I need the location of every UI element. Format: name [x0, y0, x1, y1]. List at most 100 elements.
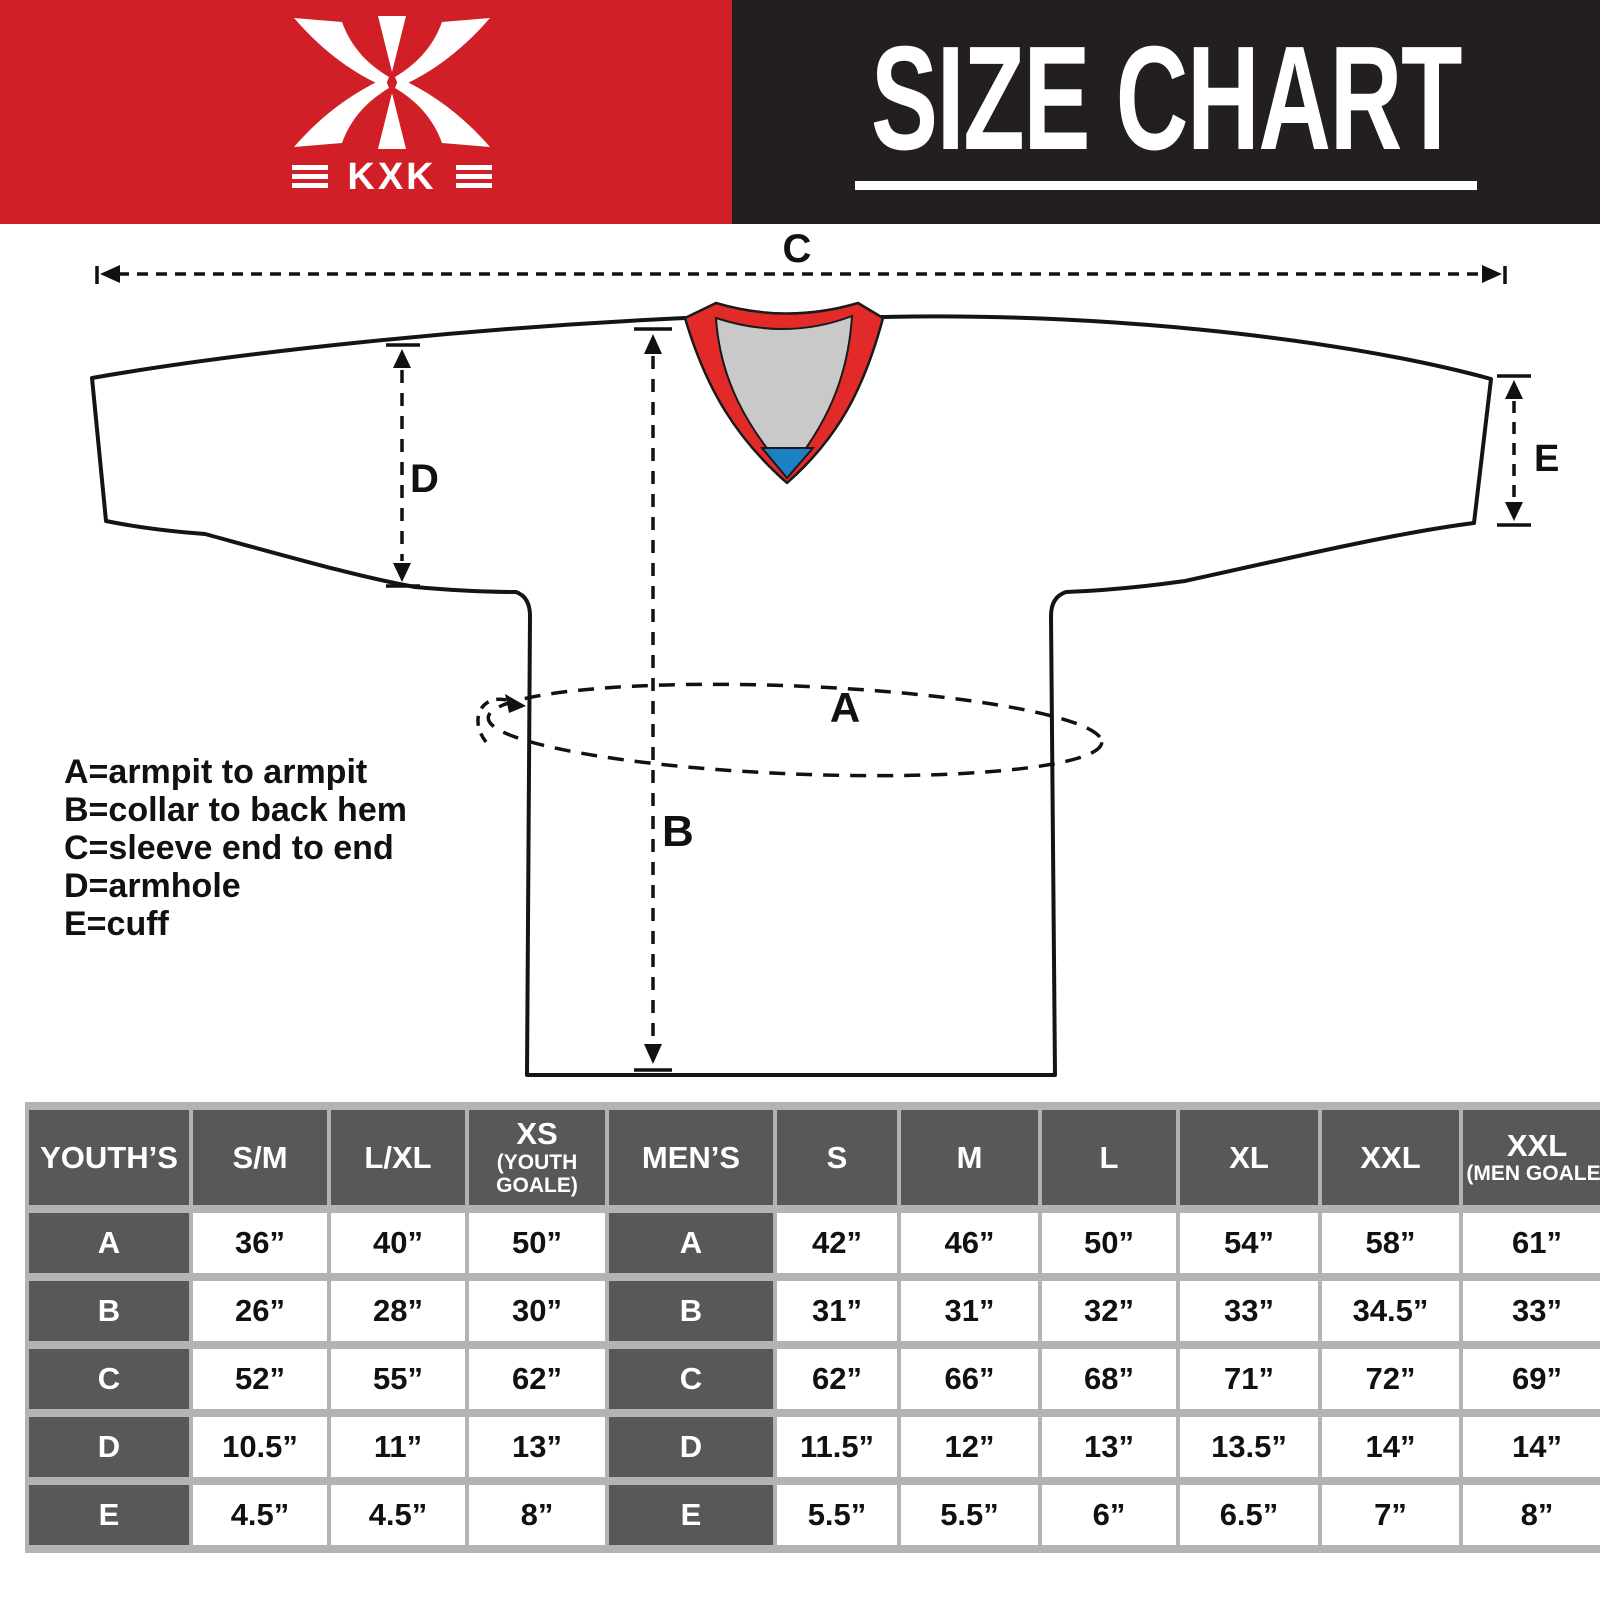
- cell-value: 14”: [1322, 1417, 1459, 1477]
- label-d: D: [410, 457, 439, 501]
- size-table: YOUTH’S S/M L/XL XS (YOUTH GOALE) MEN’S …: [25, 1102, 1600, 1553]
- row-label-men: E: [609, 1485, 773, 1545]
- cell-value: 34.5”: [1322, 1281, 1459, 1341]
- col-header-label: L: [1099, 1139, 1119, 1175]
- col-header-label: XXL: [1506, 1127, 1568, 1163]
- table-row: B 26” 28” 30” B 31” 31” 32” 33” 34.5” 33…: [29, 1281, 1600, 1341]
- cell-value: 68”: [1042, 1349, 1176, 1409]
- cell-value: 69”: [1463, 1349, 1600, 1409]
- table-header-row: YOUTH’S S/M L/XL XS (YOUTH GOALE) MEN’S …: [29, 1110, 1600, 1205]
- cell-value: 8”: [1463, 1485, 1600, 1545]
- collar-inner-gray: [714, 314, 854, 475]
- page-header: KXK SIZE CHART: [0, 0, 1600, 224]
- cell-value: 52”: [193, 1349, 327, 1409]
- cell-value: 4.5”: [331, 1485, 465, 1545]
- cell-value: 10.5”: [193, 1417, 327, 1477]
- cell-value: 12”: [901, 1417, 1038, 1477]
- measure-arrow-e: E: [1497, 374, 1559, 527]
- legend-line-c: C=sleeve end to end: [64, 829, 394, 867]
- col-header-label: M: [956, 1139, 983, 1175]
- collar-blue-insert: [759, 447, 816, 480]
- cell-value: 58”: [1322, 1213, 1459, 1273]
- col-header-label: XL: [1229, 1139, 1269, 1175]
- col-header-label: YOUTH’S: [40, 1139, 178, 1175]
- logo-bars-left-icon: [292, 165, 328, 188]
- cell-value: 5.5”: [901, 1485, 1038, 1545]
- measurement-legend: A=armpit to armpit B=collar to back hem …: [64, 753, 407, 943]
- col-header-m: M: [901, 1110, 1038, 1205]
- cell-value: 13.5”: [1180, 1417, 1318, 1477]
- cell-value: 40”: [331, 1213, 465, 1273]
- col-header-xl: XL: [1180, 1110, 1318, 1205]
- cell-value: 31”: [777, 1281, 897, 1341]
- cell-value: 6”: [1042, 1485, 1176, 1545]
- cell-value: 62”: [469, 1349, 605, 1409]
- table-row: C 52” 55” 62” C 62” 66” 68” 71” 72” 69”: [29, 1349, 1600, 1409]
- title-underline: [855, 180, 1477, 190]
- row-label-youth: C: [29, 1349, 189, 1409]
- logo-bars-right-icon: [456, 165, 492, 188]
- cell-value: 13”: [469, 1417, 605, 1477]
- jersey-outline: [90, 314, 1493, 1077]
- cell-value: 71”: [1180, 1349, 1318, 1409]
- cell-value: 50”: [469, 1213, 605, 1273]
- legend-line-e: E=cuff: [64, 905, 170, 943]
- cell-value: 50”: [1042, 1213, 1176, 1273]
- cell-value: 55”: [331, 1349, 465, 1409]
- row-label-men: D: [609, 1417, 773, 1477]
- cell-value: 30”: [469, 1281, 605, 1341]
- row-label-men: C: [609, 1349, 773, 1409]
- row-label-men: A: [609, 1213, 773, 1273]
- row-label-youth: D: [29, 1417, 189, 1477]
- table-row: D 10.5” 11” 13” D 11.5” 12” 13” 13.5” 14…: [29, 1417, 1600, 1477]
- label-c: C: [783, 227, 812, 271]
- table-row: E 4.5” 4.5” 8” E 5.5” 5.5” 6” 6.5” 7” 8”: [29, 1485, 1600, 1545]
- col-header-sm: S/M: [193, 1110, 327, 1205]
- table-row: A 36” 40” 50” A 42” 46” 50” 54” 58” 61”: [29, 1213, 1600, 1273]
- cell-value: 11.5”: [777, 1417, 897, 1477]
- legend-line-d: D=armhole: [64, 867, 241, 905]
- collar: [683, 301, 885, 485]
- cell-value: 32”: [1042, 1281, 1176, 1341]
- col-header-label: L/XL: [364, 1139, 432, 1175]
- row-label-men: B: [609, 1281, 773, 1341]
- col-header-label: XS: [516, 1116, 558, 1152]
- cell-value: 11”: [331, 1417, 465, 1477]
- title-banner: SIZE CHART: [732, 0, 1600, 224]
- kxk-logo-icon: KXK: [292, 16, 492, 196]
- label-a: A: [830, 684, 860, 731]
- cell-value: 46”: [901, 1213, 1038, 1273]
- legend-line-a: A=armpit to armpit: [64, 753, 367, 791]
- cell-value: 54”: [1180, 1213, 1318, 1273]
- cell-value: 7”: [1322, 1485, 1459, 1545]
- jersey-measurement-diagram: C D E B A: [64, 227, 1559, 1077]
- measure-arrow-b: B: [634, 327, 694, 1072]
- col-header-xxl-men-goalie: XXL (MEN GOALE): [1463, 1110, 1600, 1205]
- row-label-youth: E: [29, 1485, 189, 1545]
- col-header-xs-youth-goalie: XS (YOUTH GOALE): [469, 1110, 605, 1205]
- cell-value: 36”: [193, 1213, 327, 1273]
- cell-value: 13”: [1042, 1417, 1176, 1477]
- cell-value: 8”: [469, 1485, 605, 1545]
- cell-value: 72”: [1322, 1349, 1459, 1409]
- col-header-note: (MEN GOALE): [1466, 1162, 1600, 1186]
- brand-name: KXK: [347, 156, 436, 196]
- col-header-l: L: [1042, 1110, 1176, 1205]
- measure-arrow-c: C: [95, 227, 1507, 284]
- col-header-s: S: [777, 1110, 897, 1205]
- cell-value: 42”: [777, 1213, 897, 1273]
- cell-value: 28”: [331, 1281, 465, 1341]
- cell-value: 5.5”: [777, 1485, 897, 1545]
- col-header-label: S/M: [232, 1139, 288, 1175]
- col-header-note: (YOUTH GOALE): [496, 1150, 578, 1197]
- col-header-lxl: L/XL: [331, 1110, 465, 1205]
- cell-value: 62”: [777, 1349, 897, 1409]
- row-label-youth: B: [29, 1281, 189, 1341]
- row-label-youth: A: [29, 1213, 189, 1273]
- cell-value: 4.5”: [193, 1485, 327, 1545]
- cell-value: 31”: [901, 1281, 1038, 1341]
- label-b: B: [662, 807, 694, 856]
- col-header-xxl: XXL: [1322, 1110, 1459, 1205]
- page-title: SIZE CHART: [870, 15, 1463, 181]
- cell-value: 26”: [193, 1281, 327, 1341]
